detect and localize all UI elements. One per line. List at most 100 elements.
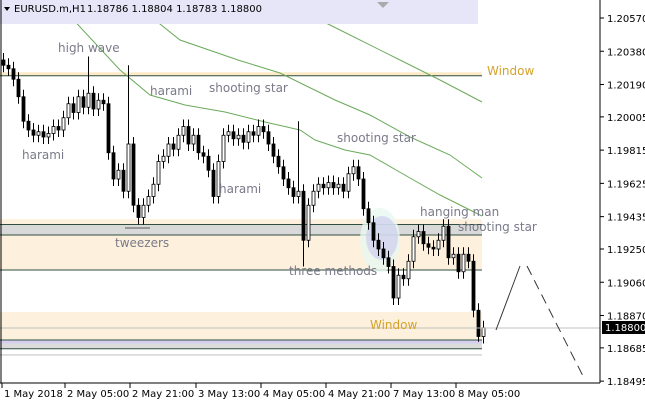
label-shooting-star: shooting star — [337, 131, 416, 145]
bear-candle — [371, 222, 376, 241]
window-band — [0, 312, 482, 340]
bull-candle — [176, 134, 181, 150]
bear-candle — [16, 78, 21, 98]
bear-candle — [381, 248, 386, 259]
label-shooting-star: shooting star — [209, 81, 288, 95]
moving-average-line — [54, 0, 483, 217]
bear-candle — [476, 309, 481, 337]
bear-candle — [261, 126, 266, 133]
label-hanging-man: hanging man — [420, 205, 499, 219]
bull-candle — [411, 236, 416, 262]
bull-candle — [146, 196, 151, 206]
bull-candle — [36, 131, 41, 136]
bull-candle — [191, 134, 196, 145]
bear-candle — [301, 190, 306, 241]
bull-candle — [51, 126, 56, 134]
bear-candle — [206, 155, 211, 171]
bear-candle — [341, 183, 346, 192]
bull-candle — [351, 166, 356, 175]
label-harami: harami — [150, 84, 192, 98]
bear-candle — [56, 126, 61, 131]
bull-candle — [236, 134, 241, 140]
moving-average-line — [129, 0, 483, 179]
zone-band — [0, 224, 482, 235]
bear-candle — [446, 225, 451, 259]
x-tick-label: 2 May 05:00 — [67, 389, 129, 400]
bull-candle — [306, 204, 311, 241]
y-tick-label: 1.20570 — [607, 14, 645, 25]
x-tick-label: 4 May 05:00 — [263, 389, 325, 400]
window-band — [0, 72, 482, 76]
bull-candle — [156, 161, 161, 185]
bear-candle — [201, 152, 206, 157]
bear-candle — [281, 166, 286, 180]
bear-candle — [426, 243, 431, 248]
bull-candle — [481, 327, 486, 337]
bear-candle — [321, 183, 326, 189]
bear-candle — [186, 126, 191, 145]
x-tick-label: 1 May 2018 — [4, 389, 63, 400]
bull-candle — [116, 169, 121, 180]
bear-candle — [6, 64, 11, 70]
bull-candle — [161, 155, 166, 162]
bear-candle — [211, 169, 216, 197]
bull-candle — [96, 99, 101, 110]
bull-candle — [316, 183, 321, 192]
bear-candle — [266, 131, 271, 145]
zone-band — [0, 340, 482, 344]
bear-candle — [71, 103, 76, 113]
bull-candle — [396, 274, 401, 299]
label-high-wave: high wave — [58, 41, 120, 55]
bear-candle — [11, 68, 16, 80]
bear-candle — [471, 260, 476, 311]
bear-candle — [466, 253, 471, 262]
bear-candle — [421, 231, 426, 245]
x-tick-label: 4 May 21:00 — [328, 389, 390, 400]
bull-candle — [76, 96, 81, 113]
bear-candle — [1, 59, 6, 66]
zone-band — [0, 343, 482, 349]
bear-candle — [131, 143, 136, 206]
collapse-triangle-icon[interactable] — [4, 7, 10, 11]
x-tick-label: 2 May 21:00 — [132, 389, 194, 400]
bear-candle — [356, 166, 361, 180]
bear-candle — [26, 120, 31, 131]
label-shooting-star: shooting star — [458, 220, 537, 234]
bull-candle — [436, 239, 441, 250]
bear-candle — [456, 253, 461, 273]
y-tick-label: 1.19060 — [607, 278, 645, 289]
bear-candle — [81, 96, 86, 108]
y-tick-label: 1.19625 — [607, 179, 645, 190]
bear-candle — [171, 143, 176, 150]
bear-candle — [101, 99, 106, 105]
label-harami: harami — [219, 182, 261, 196]
zone-band — [0, 354, 482, 356]
bull-candle — [416, 231, 421, 238]
bull-candle — [46, 133, 51, 138]
bear-candle — [21, 96, 26, 122]
pattern-labels: high wave harami shooting star harami sh… — [22, 41, 537, 332]
label-tweezers: tweezers — [115, 236, 169, 250]
label-harami: harami — [22, 148, 64, 162]
label-three-methods: three methods — [289, 264, 377, 278]
bear-candle — [251, 131, 256, 136]
bear-candle — [366, 208, 371, 224]
bear-candle — [111, 152, 116, 180]
bull-candle — [441, 225, 446, 241]
bull-candle — [226, 131, 231, 136]
x-tick-label: 3 May 13:00 — [198, 389, 260, 400]
bear-candle — [231, 131, 236, 140]
bear-candle — [386, 257, 391, 267]
bull-candle — [141, 204, 146, 218]
bear-candle — [41, 131, 46, 138]
y-tick-label: 1.19435 — [607, 213, 645, 224]
y-tick-label: 1.19815 — [607, 146, 645, 157]
bull-candle — [151, 183, 156, 197]
arrow-down-marker-icon — [377, 2, 389, 8]
label-window: Window — [370, 318, 418, 332]
x-axis: 1 May 2018 2 May 05:00 2 May 21:00 3 May 13… — [1, 383, 520, 400]
bull-candle — [256, 126, 261, 136]
bear-candle — [31, 129, 36, 136]
projection-down-line — [526, 265, 585, 379]
